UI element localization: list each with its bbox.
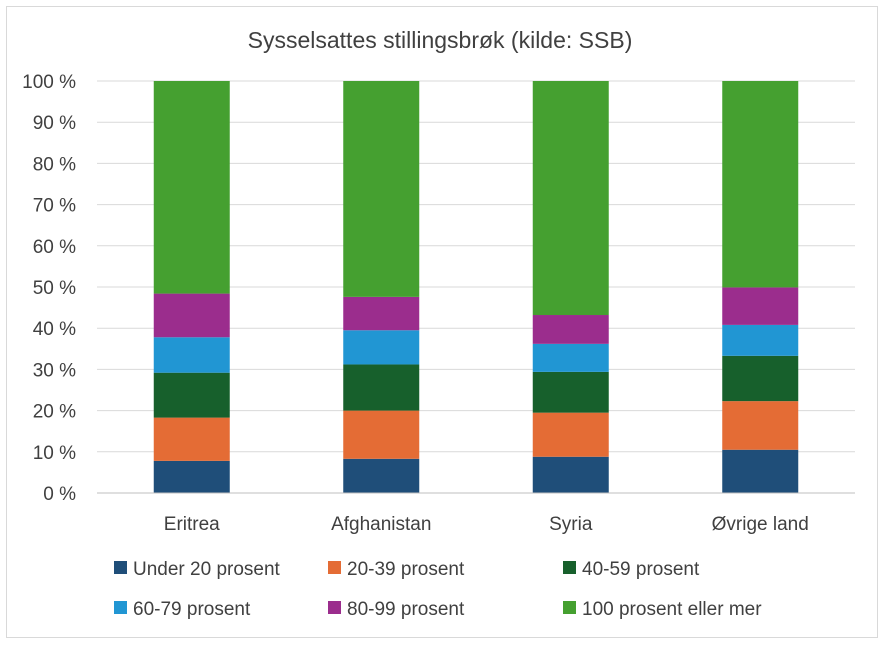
bar-segment (532, 456, 609, 493)
bar-segment (532, 81, 609, 316)
bar-segment (343, 364, 420, 411)
legend-swatch (563, 561, 576, 574)
bar-segment (532, 343, 609, 372)
bar-segment (343, 296, 420, 331)
y-tick-label: 10 % (33, 443, 76, 464)
legend-swatch (563, 601, 576, 614)
bar-segment (722, 81, 799, 288)
bar-segment (722, 355, 799, 402)
legend-swatch (114, 561, 127, 574)
bar-segment (532, 412, 609, 457)
bar-segment (343, 458, 420, 493)
legend-swatch (328, 561, 341, 574)
x-axis-categories: Eritrea Afghanistan Syria Øvrige land (164, 514, 809, 535)
x-category-label: Syria (549, 514, 593, 535)
y-tick-label: 60 % (33, 237, 76, 258)
x-category-label: Øvrige land (712, 514, 809, 535)
legend-label: 40-59 prosent (582, 559, 700, 580)
legend-swatch (328, 601, 341, 614)
y-tick-label: 80 % (33, 154, 76, 175)
y-tick-label: 0 % (43, 484, 76, 505)
legend-label: 80-99 prosent (347, 599, 465, 620)
y-tick-label: 100 % (22, 72, 76, 93)
bar-segment (153, 372, 230, 418)
bar-segment (722, 401, 799, 450)
bar-segment (532, 371, 609, 413)
bar-segment (343, 81, 420, 297)
legend: Under 20 prosent 20-39 prosent 40-59 prose… (114, 559, 762, 620)
chart-title: Sysselsattes stillingsbrøk (kilde: SSB) (248, 27, 633, 53)
y-tick-label: 20 % (33, 402, 76, 423)
bar-segment (722, 324, 799, 356)
bar-segment (532, 315, 609, 344)
bar-segment (722, 287, 799, 325)
y-tick-label: 90 % (33, 113, 76, 134)
x-category-label: Eritrea (164, 514, 220, 535)
bar-segment (153, 417, 230, 461)
bar-segment (153, 293, 230, 338)
y-axis-ticks: 0 % 10 % 20 % 30 % 40 % 50 % 60 % 70 % 80 % 90 % 1… (22, 72, 76, 505)
bar-segment (153, 460, 230, 493)
bar-segment (153, 81, 230, 294)
legend-label: 60-79 prosent (133, 599, 251, 620)
bar-segment (153, 337, 230, 373)
legend-label: Under 20 prosent (133, 559, 281, 580)
bar-segment (343, 410, 420, 459)
x-category-label: Afghanistan (331, 514, 431, 535)
bars (153, 81, 799, 493)
y-tick-label: 40 % (33, 319, 76, 340)
legend-label: 20-39 prosent (347, 559, 465, 580)
bar-segment (722, 449, 799, 493)
y-tick-label: 30 % (33, 360, 76, 381)
legend-swatch (114, 601, 127, 614)
bar-segment (343, 330, 420, 365)
y-tick-label: 50 % (33, 278, 76, 299)
legend-label: 100 prosent eller mer (582, 599, 762, 620)
y-tick-label: 70 % (33, 196, 76, 217)
